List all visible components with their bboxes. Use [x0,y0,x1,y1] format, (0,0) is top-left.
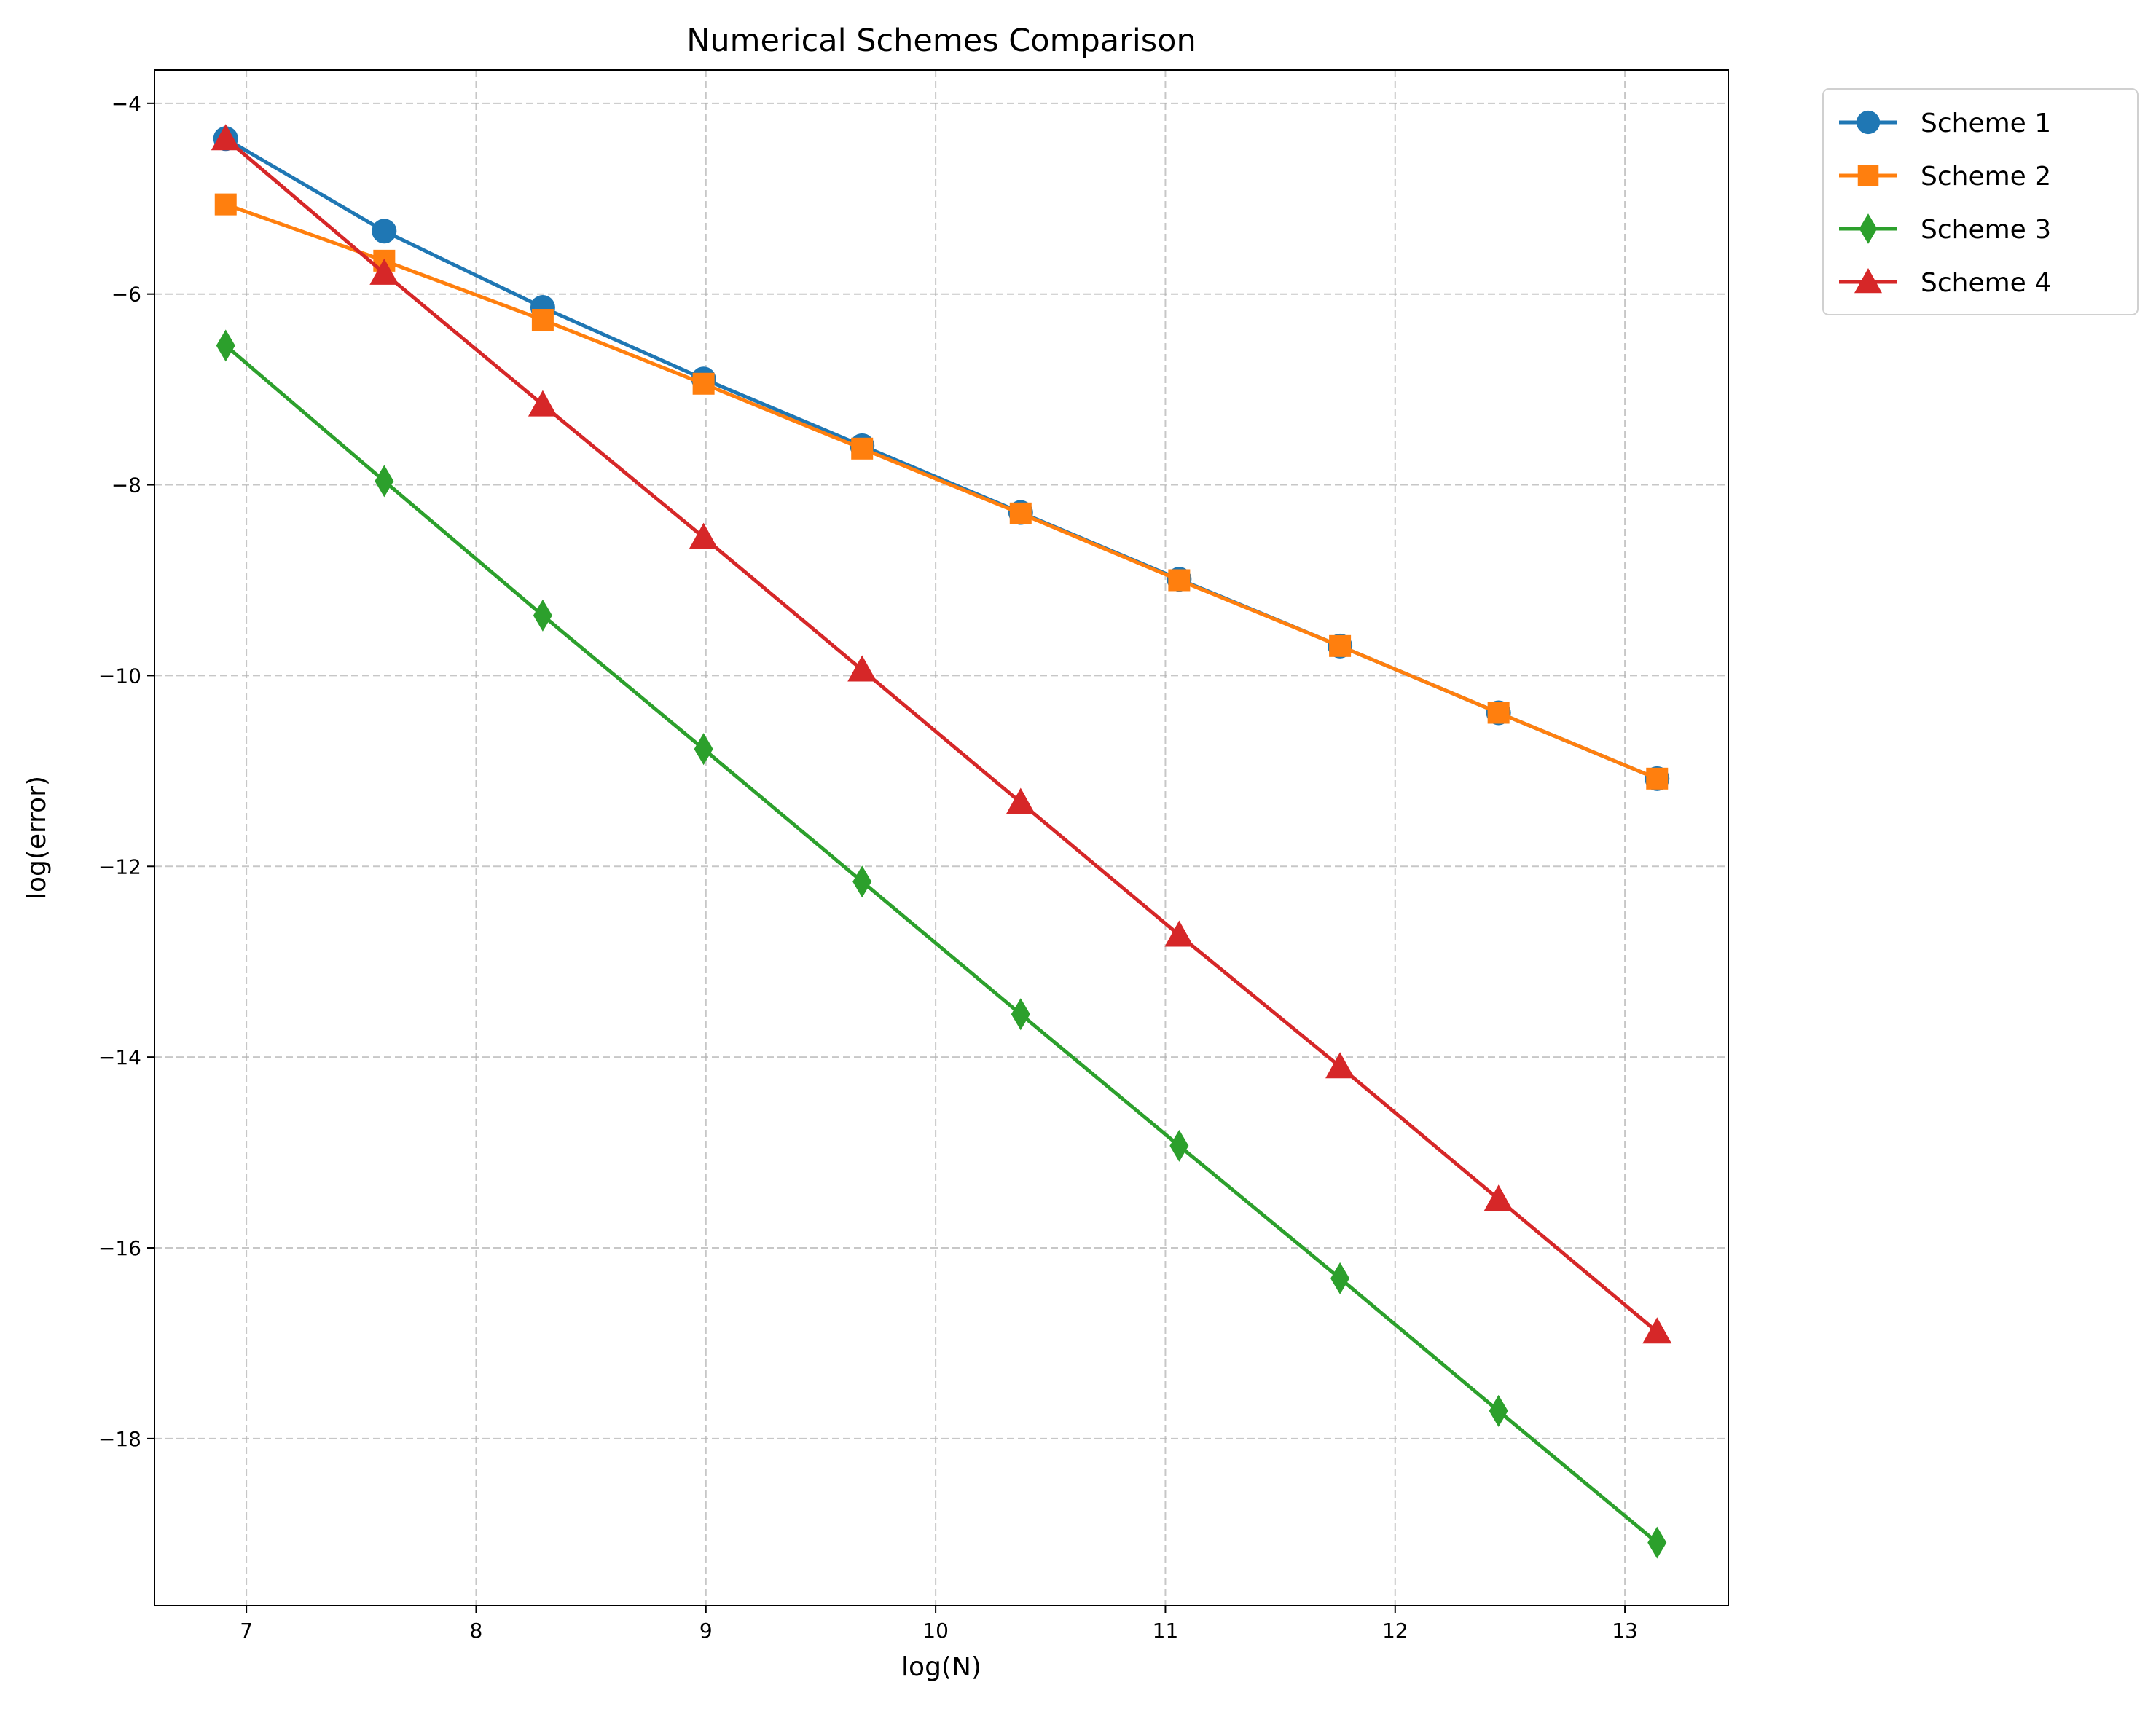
series-2-point [214,193,237,216]
series-2-point [1487,702,1510,724]
series-3-point [1330,1262,1350,1294]
series-4-point [1483,1184,1513,1211]
chart-title: Numerical Schemes Comparison [686,23,1196,59]
y-tick-label: −4 [111,92,141,116]
series-3-point [1169,1129,1189,1162]
legend-label: Scheme 1 [1921,109,2051,138]
series-4-point [1642,1317,1672,1344]
series-1-point [372,219,397,244]
series-3-point [216,329,235,362]
x-tick-label: 13 [1612,1619,1638,1643]
ticks: 7 8 9 10 11 12 13 −4 −6 −8 −10 −12 −14 −16 −18 [98,92,1638,1643]
y-tick-label: −10 [98,664,141,688]
series-3-point [1489,1394,1508,1427]
series-2-line [224,203,1658,781]
y-axis-label: log(error) [22,776,52,900]
legend-label: Scheme 3 [1921,215,2051,245]
series-2-point [1168,569,1191,592]
series-3-point [1011,998,1030,1031]
series-4-point [1325,1052,1355,1079]
legend-label: Scheme 2 [1921,162,2051,192]
x-tick-label: 7 [240,1619,253,1643]
series-2-point [531,309,554,331]
series-2-point [692,372,715,395]
y-tick-label: −8 [111,474,141,498]
legend-swatch-marker [1856,110,1881,135]
legend-swatch-marker [1857,165,1879,186]
series-4-point [369,258,399,285]
legend-item: Scheme 1 [1839,109,2051,138]
legend-item: Scheme 2 [1839,162,2051,192]
legend-swatch-marker [1859,213,1878,244]
series-2 [214,193,1669,790]
series-4 [211,124,1672,1344]
series-4-point [1006,787,1035,814]
series-2-point [851,437,874,460]
series-3-point [852,865,872,898]
series-3-point [533,599,552,632]
series-3-point [375,465,394,498]
y-tick-label: −18 [98,1427,141,1451]
y-tick-label: −6 [111,283,141,307]
legend-item: Scheme 3 [1839,213,2051,245]
x-axis-label: log(N) [901,1652,981,1682]
series-3-line [224,344,1658,1544]
grid [154,70,1728,1606]
series-layer [211,124,1672,1559]
legend-item: Scheme 4 [1839,268,2051,298]
y-tick-label: −14 [98,1045,141,1069]
series-4-line [224,137,1658,1334]
x-tick-label: 8 [470,1619,483,1643]
x-tick-label: 9 [699,1619,713,1643]
series-2-point [1646,767,1669,790]
series-3 [216,329,1667,1559]
x-tick-label: 12 [1382,1619,1408,1643]
plot-frame [154,69,1729,1606]
x-tick-label: 10 [922,1619,949,1643]
legend-label: Scheme 4 [1921,268,2051,298]
series-2-point [1009,502,1032,524]
legend-box [1822,88,2139,315]
series-4-point [1164,920,1194,947]
series-4-point [847,655,877,682]
x-tick-label: 11 [1153,1619,1179,1643]
series-4-point [211,124,240,151]
series-2-point [1329,634,1352,657]
legend: Scheme 1 Scheme 2 Scheme 3 Scheme 4 [1822,88,2139,315]
legend-swatch-marker [1854,268,1882,294]
series-4-point [528,390,557,417]
y-tick-label: −12 [98,854,141,879]
series-3-point [694,733,713,766]
y-tick-label: −16 [98,1236,141,1260]
series-4-point [689,522,718,549]
series-3-point [1647,1526,1667,1559]
